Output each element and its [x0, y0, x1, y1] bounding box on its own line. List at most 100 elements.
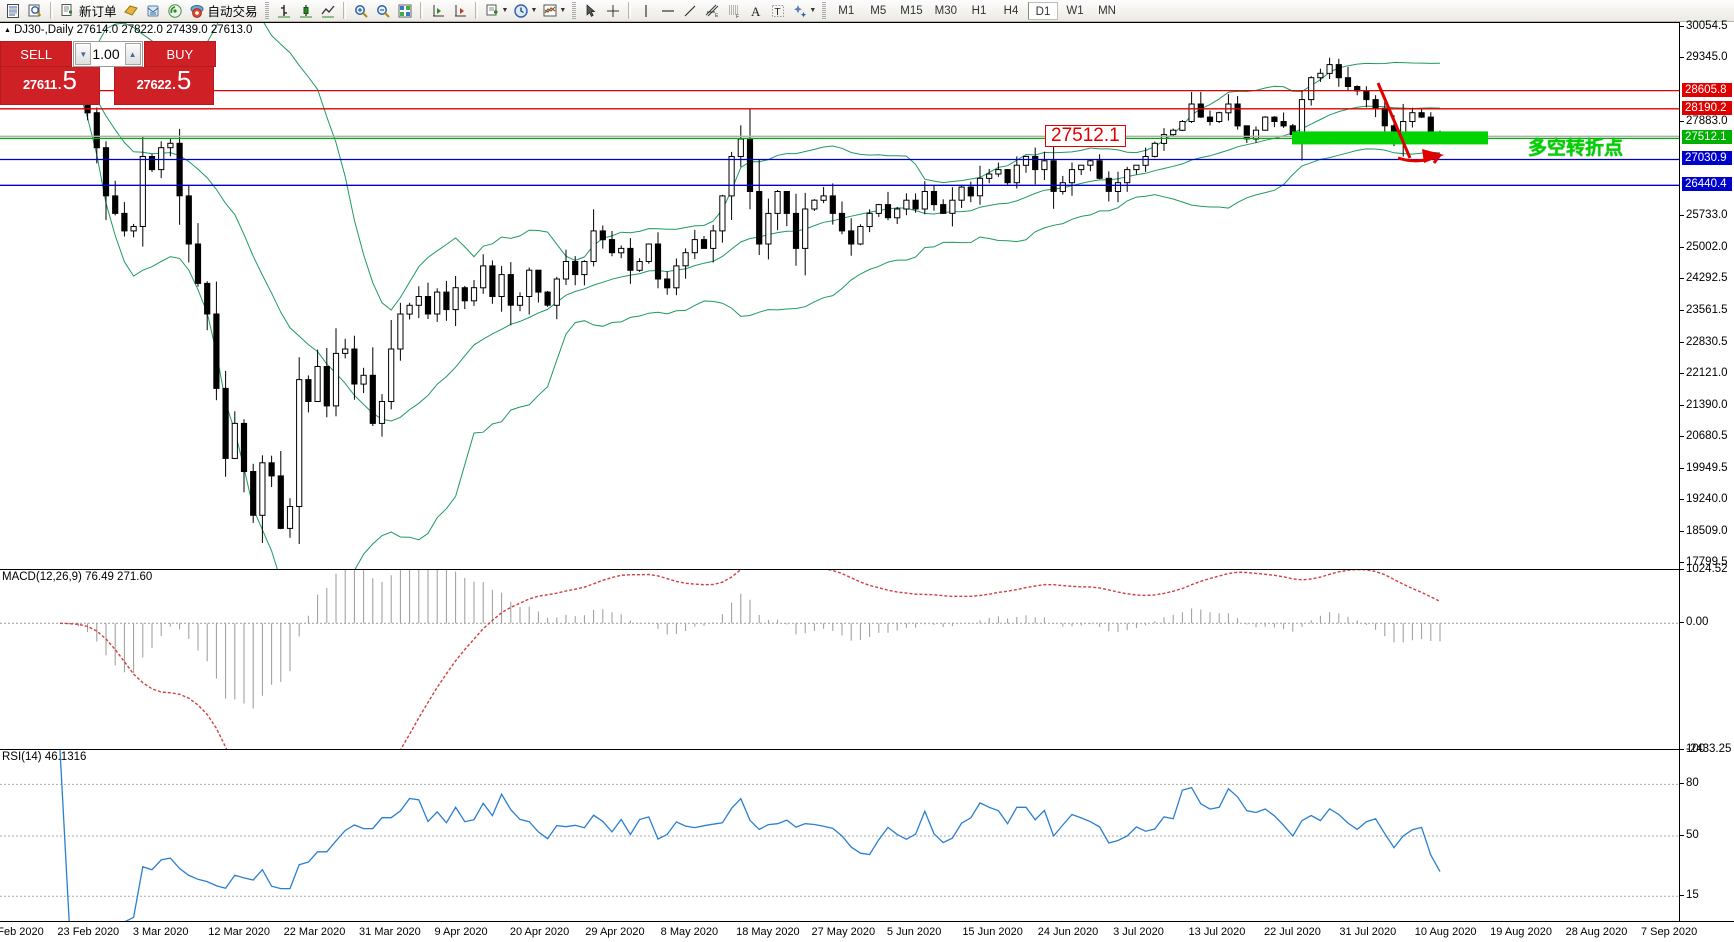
- toolbar-grip[interactable]: [264, 2, 269, 19]
- price-tick-25733: 25733.0: [1686, 209, 1728, 222]
- time-axis[interactable]: 13 Feb 2020 23 Feb 2020 3 Mar 2020 12 Mar 2…: [0, 921, 1734, 942]
- volume-increase-button[interactable]: ▲: [124, 43, 141, 65]
- shapes-icon[interactable]: [789, 1, 811, 21]
- zone-label-annotation[interactable]: 多空转折点: [1528, 138, 1624, 160]
- period-dropdown-caret-icon[interactable]: ▼: [530, 7, 538, 14]
- candle-body: [277, 475, 284, 529]
- buy-price[interactable]: 27622 . 5: [114, 67, 214, 105]
- demand-zone-rect[interactable]: [1292, 131, 1488, 145]
- volume-input[interactable]: 1.00: [92, 46, 120, 62]
- candle-body: [167, 142, 174, 149]
- timeframe-h1[interactable]: H1: [971, 4, 987, 17]
- axis-tick: [1680, 26, 1684, 28]
- line-chart-icon[interactable]: [317, 1, 339, 21]
- axis-tick: [1680, 499, 1684, 501]
- timeframe-w1[interactable]: W1: [1066, 4, 1084, 17]
- volume-decrease-button[interactable]: ▼: [75, 43, 92, 65]
- candle-body: [599, 230, 606, 241]
- timeframe-mn[interactable]: MN: [1098, 4, 1116, 17]
- candle-body: [1363, 90, 1370, 101]
- period-clock-icon[interactable]: [510, 1, 532, 21]
- timeframe-m1[interactable]: M1: [838, 4, 855, 17]
- time-tick: 19 Aug 2020: [1490, 926, 1552, 938]
- svg-text:F: F: [736, 14, 739, 19]
- auto-scroll-icon[interactable]: [449, 1, 471, 21]
- candle-body: [378, 401, 386, 424]
- candle-body: [342, 348, 349, 354]
- rsi-tick-100: 100: [1686, 743, 1706, 755]
- axis-tick: [1680, 468, 1684, 470]
- candle-body: [1418, 112, 1425, 118]
- grid-icon[interactable]: [394, 1, 416, 21]
- downtrend-arrow-line[interactable]: [1376, 82, 1412, 159]
- sell-button[interactable]: SELL: [0, 41, 73, 67]
- text-label-icon[interactable]: T: [767, 1, 789, 21]
- candle-body: [121, 212, 128, 232]
- rsi-tick-80: 80: [1686, 777, 1699, 790]
- alerts-icon[interactable]: [120, 1, 142, 21]
- axis-tick: [1680, 835, 1684, 836]
- indicator-dropdown-caret-icon[interactable]: ▼: [501, 7, 509, 14]
- price-tick-28605-8: 28605.8: [1682, 82, 1732, 97]
- toolbar-separator: [342, 2, 346, 19]
- shapes-dropdown-caret-icon[interactable]: ▼: [809, 7, 817, 14]
- toolbar-grip[interactable]: [572, 2, 577, 19]
- axis-tick: [1680, 436, 1684, 438]
- zoom-out-icon[interactable]: [372, 1, 394, 21]
- new-order-label[interactable]: 新订单: [79, 5, 117, 19]
- add-indicator-icon[interactable]: [482, 1, 504, 21]
- mailbox-icon[interactable]: [142, 1, 164, 21]
- price-chart-pane[interactable]: [0, 22, 1679, 570]
- rsi-tick-15: 15: [1686, 889, 1699, 902]
- timeframe-m30[interactable]: M30: [934, 4, 958, 17]
- candle-body: [802, 208, 809, 249]
- toolbar-separator: [474, 2, 478, 19]
- bar-chart-icon[interactable]: [273, 1, 295, 21]
- candle-body: [1262, 116, 1269, 131]
- candle-body: [452, 287, 459, 311]
- cursor-icon[interactable]: [580, 1, 602, 21]
- candle-body: [792, 212, 800, 249]
- candle-body: [268, 462, 275, 477]
- trendline-icon[interactable]: [679, 1, 701, 21]
- data-window-icon[interactable]: [24, 1, 46, 21]
- collapse-triangle-icon[interactable]: ▲: [4, 26, 11, 34]
- timeframe-m5[interactable]: M5: [870, 4, 887, 17]
- timeframe-d1[interactable]: D1: [1028, 1, 1059, 20]
- rsi-pane[interactable]: RSI(14) 46.1316: [0, 749, 1679, 922]
- candle-body: [535, 269, 542, 293]
- equidistant-channel-icon[interactable]: E: [701, 1, 723, 21]
- fibonacci-icon[interactable]: F: [723, 1, 745, 21]
- zoom-in-icon[interactable]: [350, 1, 372, 21]
- timeframe-m15[interactable]: M15: [900, 4, 923, 17]
- candle-body: [719, 195, 726, 232]
- price-callout-annotation[interactable]: 27512.1: [1045, 125, 1126, 148]
- templates-dropdown-caret-icon[interactable]: ▼: [559, 7, 567, 14]
- templates-icon[interactable]: [539, 1, 561, 21]
- crosshair-icon[interactable]: [602, 1, 624, 21]
- buy-price-separator: .: [172, 77, 176, 92]
- volume-stepper[interactable]: ▼ 1.00 ▲: [73, 41, 143, 67]
- candle-body: [811, 199, 818, 210]
- auto-trading-label[interactable]: 自动交易: [207, 5, 258, 19]
- price-axis[interactable]: 30054.5 29345.0 28605.8 28190.2 27883.0 27512…: [1679, 20, 1734, 921]
- axis-tick: [1680, 342, 1684, 344]
- candlestick-chart-icon[interactable]: [295, 1, 317, 21]
- macd-pane[interactable]: MACD(12,26,9) 76.49 271.60: [0, 569, 1679, 750]
- market-watch-icon[interactable]: [2, 1, 24, 21]
- shift-start-icon[interactable]: [427, 1, 449, 21]
- vertical-line-icon[interactable]: [635, 1, 657, 21]
- candle-body: [1335, 64, 1342, 79]
- sell-price[interactable]: 27611 . 5: [0, 67, 100, 105]
- toolbar-grip[interactable]: [822, 2, 827, 19]
- candle-body: [544, 291, 551, 306]
- horizontal-line-icon[interactable]: [657, 1, 679, 21]
- signals-icon[interactable]: [164, 1, 186, 21]
- text-icon[interactable]: A: [745, 1, 767, 21]
- timeframe-h4[interactable]: H4: [1003, 4, 1019, 17]
- auto-trading-icon[interactable]: [186, 1, 208, 21]
- macd-label: MACD(12,26,9) 76.49 271.60: [2, 571, 153, 583]
- new-order-icon[interactable]: [57, 1, 79, 21]
- buy-button[interactable]: BUY: [143, 41, 216, 67]
- candle-body: [480, 265, 487, 289]
